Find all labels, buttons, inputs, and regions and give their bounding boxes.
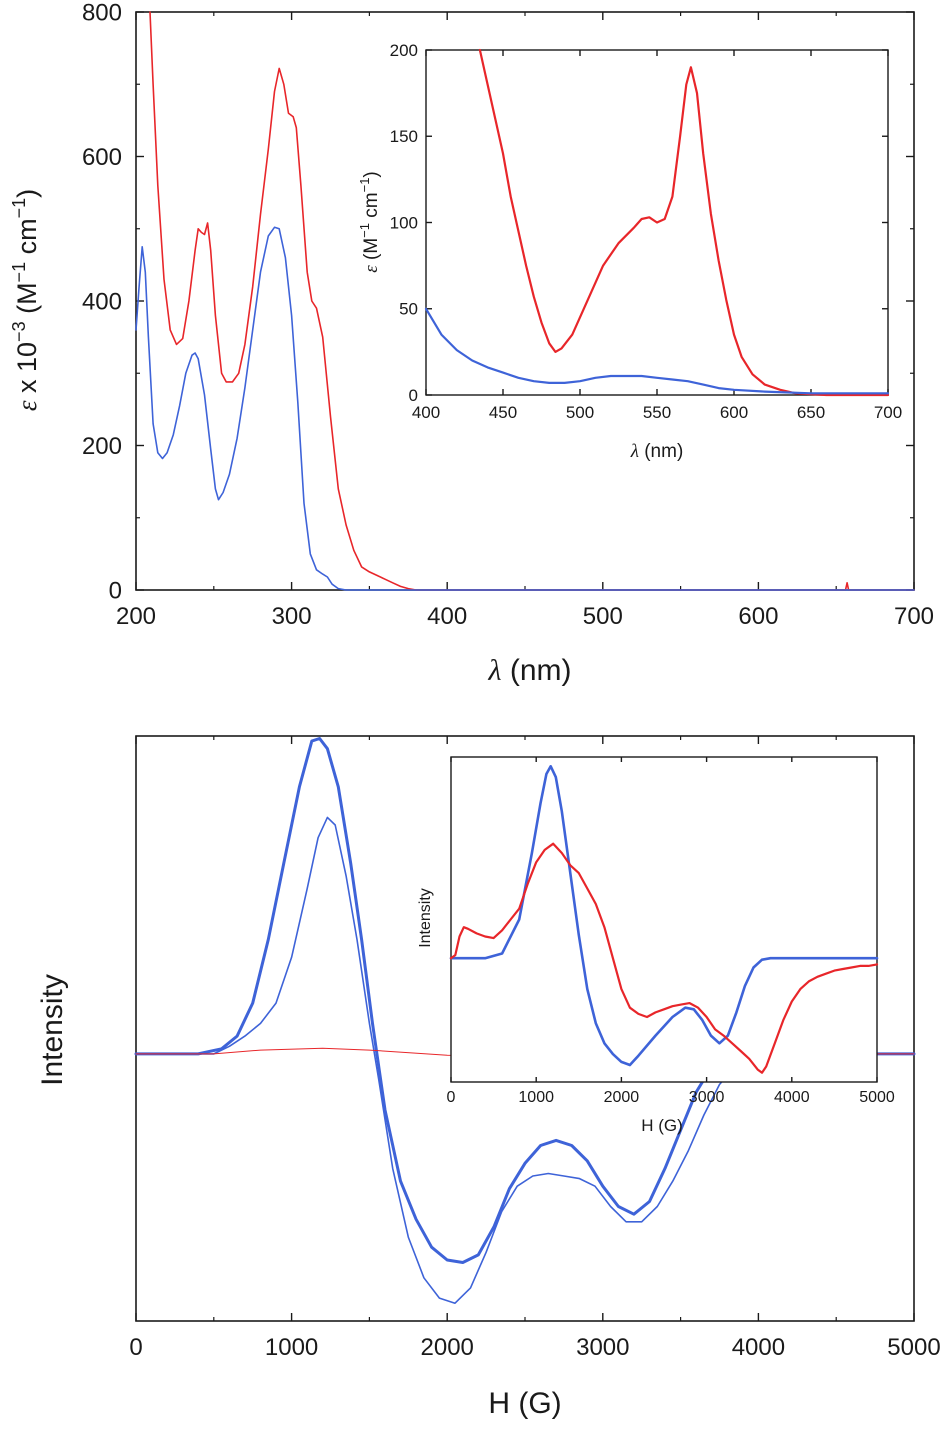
epr-inset-ylabel: Intensity (417, 888, 434, 948)
y-tick-label: 50 (399, 300, 418, 319)
uvvis-inset-xlabel-unit: (nm) (639, 441, 683, 462)
x-tick-label: 2000 (421, 1334, 474, 1361)
uvvis-inset-xlabel-symbol: λ (630, 441, 639, 462)
uvvis-series-group (135, 11, 915, 591)
x-tick-label: 500 (583, 603, 623, 630)
epr-inset-series-0 (449, 765, 879, 1067)
x-tick-label: 4000 (732, 1334, 785, 1361)
uvvis-inset-ylabel-symbol: ε (361, 265, 382, 273)
y-tick-label: 150 (390, 127, 418, 146)
epr-main-series-1 (135, 816, 915, 1304)
uvvis-xlabel-symbol: λ (488, 654, 502, 687)
uvvis-inset-ylabel-unit-a: (M (361, 238, 382, 265)
uvvis-ylabel-text: x 10 (12, 342, 42, 401)
uvvis-inset-ylabel: ε (M−1 cm−1) (357, 171, 382, 273)
epr-inset-axes: 0 1000 2000 3000 4000 5000 (447, 757, 895, 1106)
x-tick-label: 3000 (689, 1089, 725, 1106)
x-tick-label: 1000 (265, 1334, 318, 1361)
x-tick-label: 0 (447, 1089, 456, 1106)
uvvis-ylabel: ε x 10−3 (M−1 cm−1) (9, 189, 42, 411)
x-tick-label: 1000 (518, 1089, 554, 1106)
x-tick-label: 0 (129, 1334, 142, 1361)
x-tick-label: 650 (797, 403, 825, 422)
epr-axes: 0 1000 2000 3000 4000 5000 (129, 736, 941, 1361)
uvvis-ylabel-unit-exp2: −1 (9, 198, 29, 219)
uvvis-inset-ylabel-unit-b: cm (361, 192, 382, 223)
x-tick-label: 5000 (887, 1334, 940, 1361)
uvvis-ylabel-symbol: ε (12, 400, 42, 411)
x-tick-label: 550 (643, 403, 671, 422)
y-tick-label: 100 (390, 213, 418, 232)
x-tick-label: 400 (427, 603, 467, 630)
uvvis-ylabel-unit-c: ) (12, 189, 42, 198)
epr-panel: 0 1000 2000 3000 4000 5000 Intensity H (G) 0 1… (36, 735, 941, 1420)
epr-inset-xlabel: H (G) (641, 1116, 683, 1135)
epr-inset-series-group (449, 765, 879, 1074)
x-tick-label: 200 (116, 603, 156, 630)
uvvis-xlabel: λ (nm) (488, 654, 572, 687)
x-tick-label: 3000 (576, 1334, 629, 1361)
uvvis-inset-axes: 400 450 500 550 600 650 700 0 50 100 150 200 (390, 41, 903, 422)
uvvis-ylabel-unit-a: (M (12, 282, 42, 321)
uvvis-inset-series-1 (424, 307, 890, 395)
x-tick-label: 400 (412, 403, 440, 422)
epr-ylabel: Intensity (36, 974, 69, 1086)
x-tick-label: 2000 (604, 1089, 640, 1106)
uvvis-main-series-1 (135, 226, 915, 591)
x-tick-label: 500 (566, 403, 594, 422)
uvvis-inset-ylabel-unit-exp2: −1 (357, 178, 372, 193)
y-tick-label: 0 (409, 386, 418, 405)
uvvis-inset-series-0 (478, 48, 890, 397)
epr-inset: 0 1000 2000 3000 4000 5000 Intensity H (G) (417, 756, 895, 1135)
y-tick-label: 0 (109, 577, 122, 604)
y-tick-label: 600 (82, 144, 122, 171)
epr-inset-series-1 (449, 842, 879, 1074)
uvvis-inset-ylabel-unit-exp1: −1 (357, 223, 372, 238)
uvvis-inset-ylabel-unit-c: ) (361, 171, 382, 177)
x-tick-label: 300 (272, 603, 312, 630)
epr-main-series-0 (134, 737, 916, 1264)
epr-inset-frame (450, 756, 878, 1083)
uvvis-ylabel-unit-b: cm (12, 218, 42, 262)
y-tick-label: 200 (390, 41, 418, 60)
y-tick-label: 800 (82, 0, 122, 26)
y-tick-label: 200 (82, 433, 122, 460)
x-tick-label: 450 (489, 403, 517, 422)
x-tick-label: 600 (738, 603, 778, 630)
uvvis-inset-xlabel: λ (nm) (630, 441, 684, 462)
uvvis-ylabel-unit-exp1: −1 (9, 262, 29, 283)
x-tick-label: 700 (874, 403, 902, 422)
uvvis-inset-series-group (424, 48, 890, 397)
y-tick-label: 400 (82, 288, 122, 315)
epr-xlabel: H (G) (488, 1387, 561, 1420)
x-tick-label: 600 (720, 403, 748, 422)
uvvis-ylabel-exp: −3 (9, 321, 29, 342)
x-tick-label: 4000 (774, 1089, 810, 1106)
uvvis-xlabel-unit: (nm) (502, 654, 572, 687)
x-tick-label: 5000 (859, 1089, 895, 1106)
x-tick-label: 700 (894, 603, 934, 630)
